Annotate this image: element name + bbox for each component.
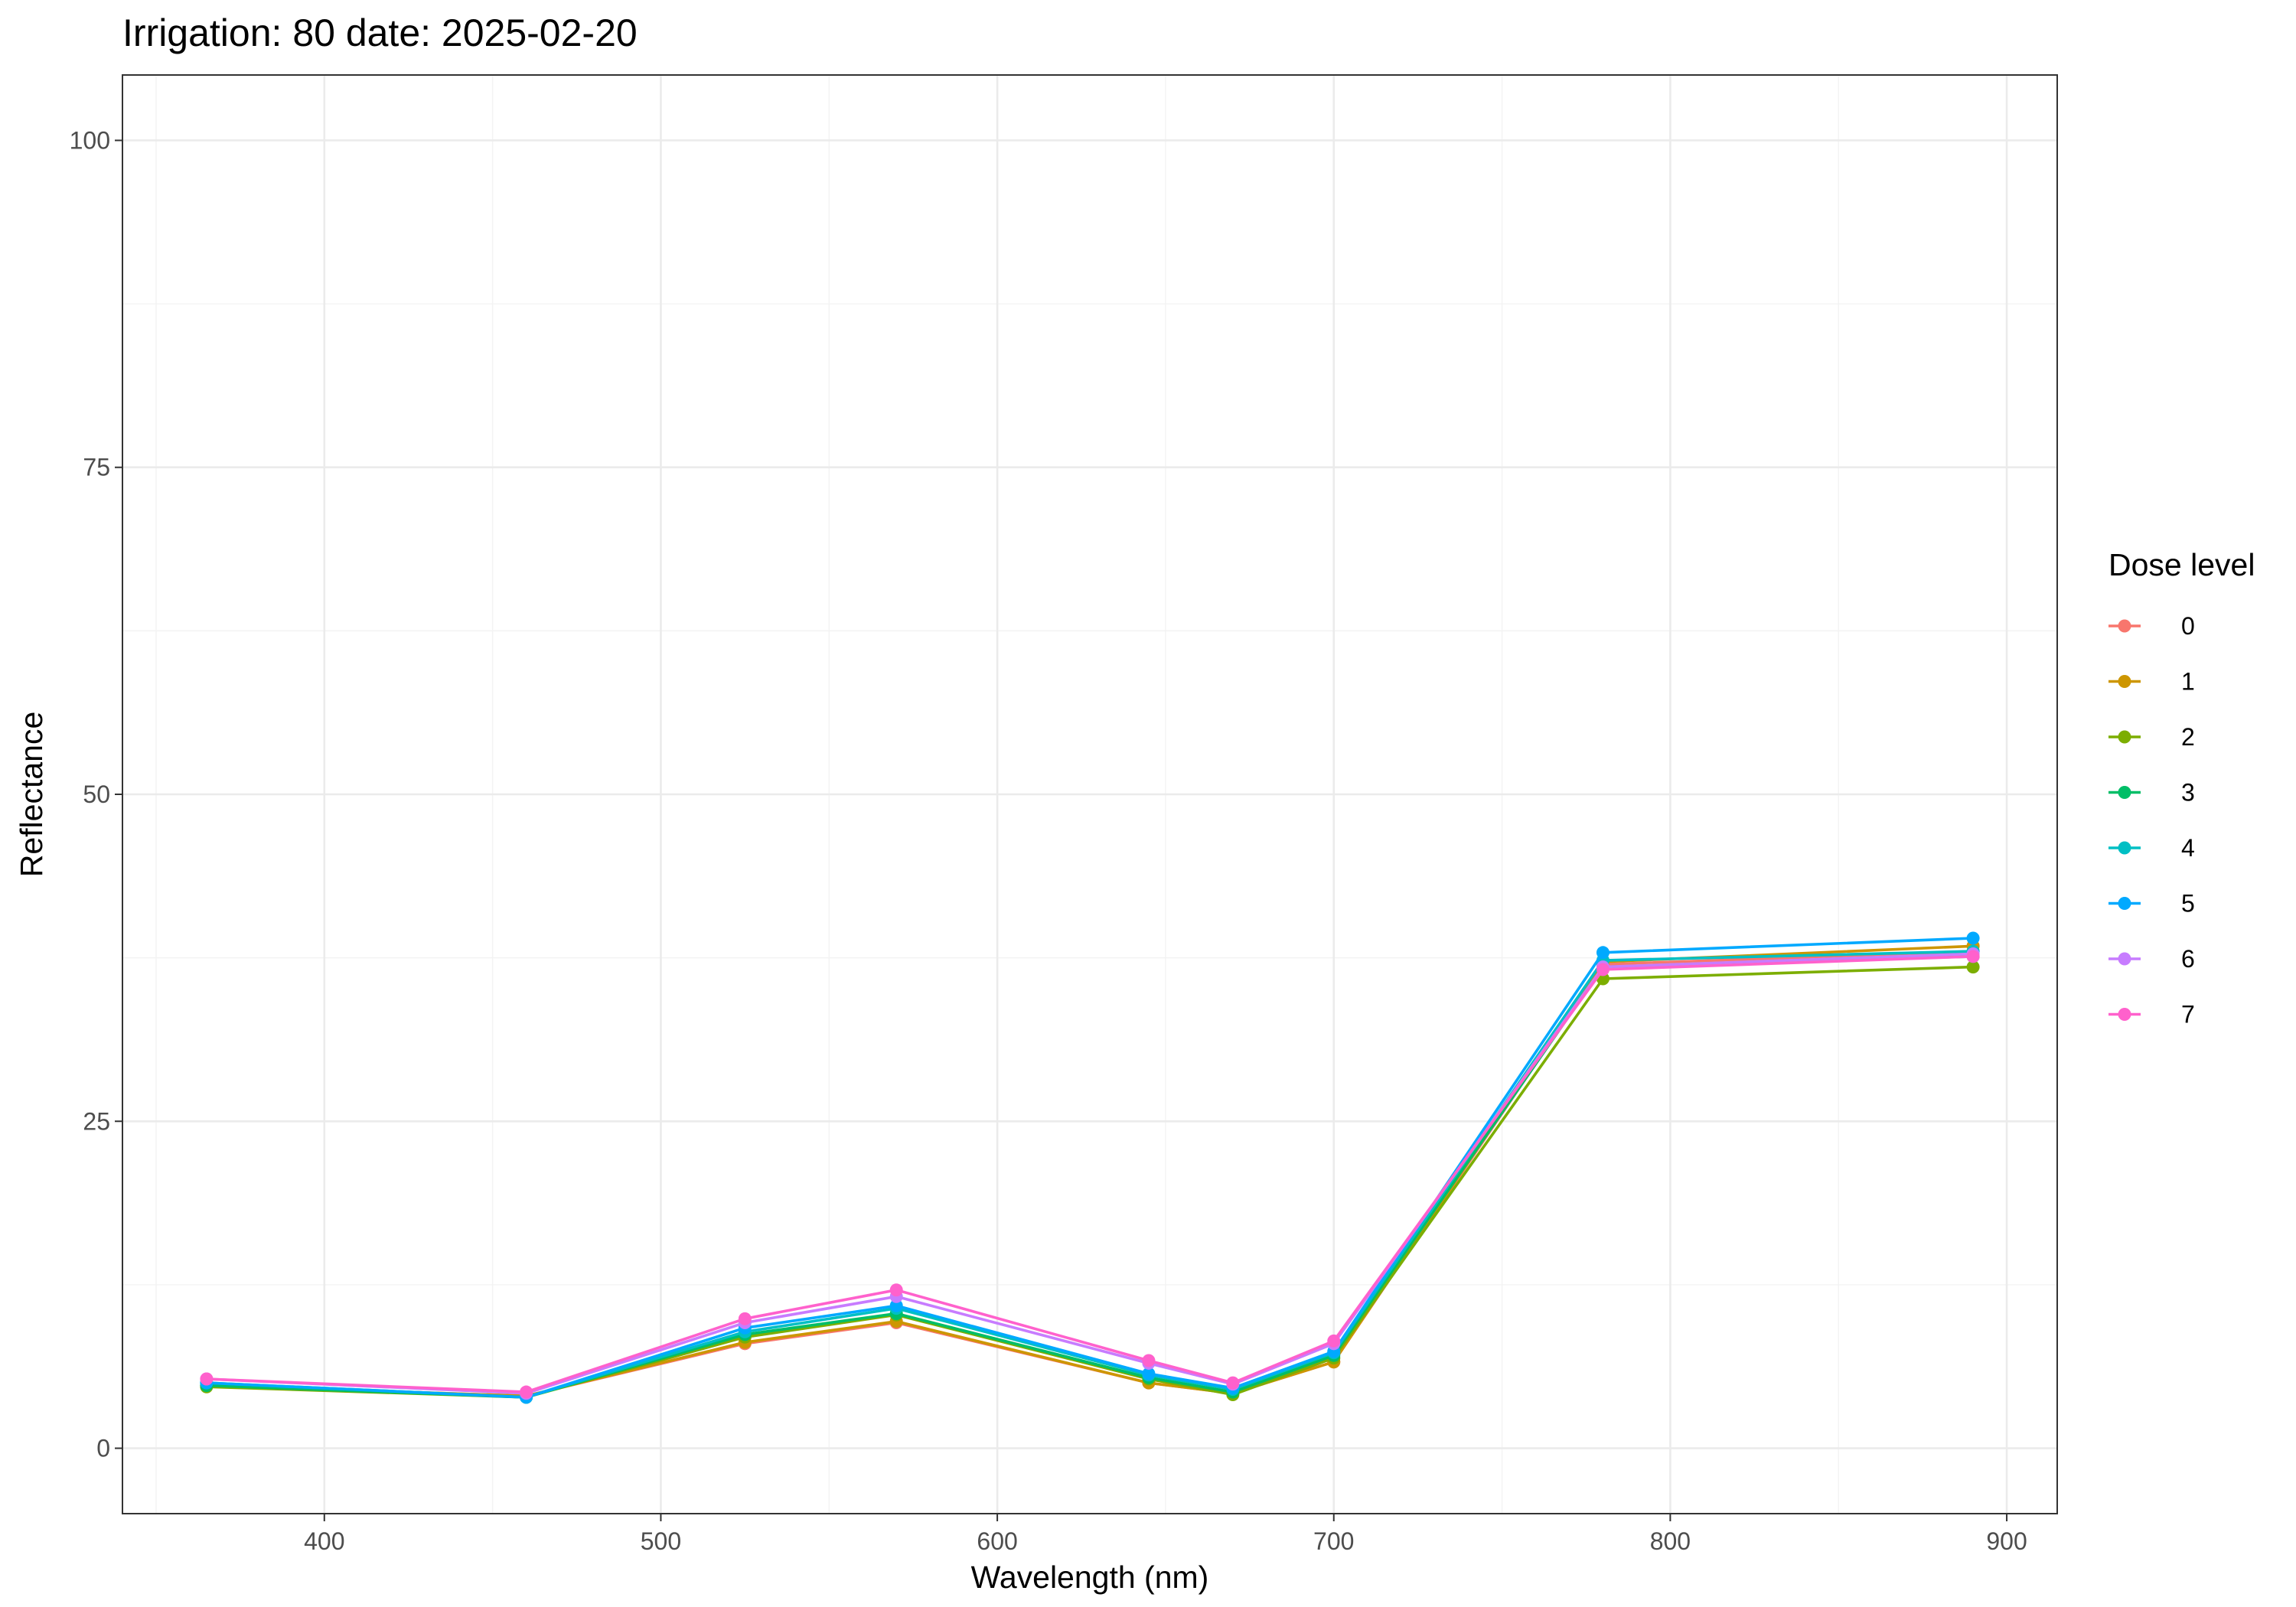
legend-label: 0 [2181, 612, 2195, 640]
x-tick-label: 500 [641, 1527, 681, 1555]
data-point [1966, 950, 1980, 963]
legend-label: 1 [2181, 668, 2195, 696]
data-point [520, 1385, 533, 1399]
data-point [200, 1372, 214, 1386]
legend-title: Dose level [2108, 547, 2255, 582]
legend-label: 2 [2181, 723, 2195, 751]
y-axis-title: Reflectance [14, 712, 49, 878]
data-point [889, 1299, 903, 1312]
x-tick-label: 800 [1650, 1527, 1691, 1555]
series-4 [200, 944, 1980, 1404]
legend-label: 3 [2181, 779, 2195, 807]
series-line [205, 950, 1975, 1399]
series-line [205, 952, 1975, 1395]
data-point [1596, 946, 1609, 960]
chart-title: Irrigation: 80 date: 2025-02-20 [122, 11, 638, 54]
data-point [1226, 1376, 1240, 1390]
legend-point-key [2118, 619, 2131, 633]
series-lines [200, 931, 1980, 1404]
data-point [1966, 931, 1980, 945]
series-6 [200, 947, 1980, 1400]
y-tick-label: 75 [83, 454, 110, 481]
series-line [205, 937, 1975, 1399]
series-line [205, 955, 1975, 1399]
series-5 [200, 931, 1980, 1404]
legend-point-key [2118, 675, 2131, 688]
legend-item: 4 [2108, 834, 2195, 862]
legend-item: 5 [2108, 890, 2195, 918]
x-tick-label: 400 [304, 1527, 344, 1555]
legend-point-key [2118, 786, 2131, 799]
x-tick-label: 600 [977, 1527, 1017, 1555]
series-1 [200, 939, 1980, 1403]
data-point [738, 1312, 752, 1325]
x-tick-label: 900 [1986, 1527, 2027, 1555]
legend-label: 6 [2181, 945, 2195, 973]
legend-label: 4 [2181, 834, 2195, 862]
legend: Dose level 0 1 2 3 4 5 6 7 [2108, 547, 2255, 1028]
series-line [205, 950, 1975, 1397]
y-tick-label: 25 [83, 1107, 110, 1135]
data-point [1142, 1367, 1156, 1380]
legend-items: 0 1 2 3 4 5 6 7 [2108, 612, 2195, 1028]
data-point [1966, 960, 1980, 974]
y-tick-label: 50 [83, 781, 110, 808]
major-gridlines [122, 75, 2057, 1514]
data-point [889, 1283, 903, 1297]
legend-label: 7 [2181, 1001, 2195, 1028]
y-tick-label: 100 [70, 126, 110, 154]
series-line [205, 965, 1975, 1399]
series-0 [200, 944, 1980, 1403]
data-point [1142, 1354, 1156, 1367]
data-point [1327, 1334, 1341, 1348]
series-line [205, 944, 1975, 1397]
data-point [1596, 963, 1609, 976]
legend-item: 2 [2108, 723, 2195, 751]
series-7 [200, 950, 1980, 1399]
series-line [205, 955, 1975, 1393]
series-2 [200, 960, 1980, 1404]
x-axis-title: Wavelength (nm) [971, 1560, 1209, 1595]
legend-label: 5 [2181, 890, 2195, 918]
legend-item: 0 [2108, 612, 2195, 640]
y-tick-label: 0 [96, 1435, 110, 1462]
legend-item: 1 [2108, 668, 2195, 696]
legend-point-key [2118, 897, 2131, 910]
series-3 [200, 950, 1980, 1404]
legend-item: 6 [2108, 945, 2195, 973]
x-tick-label: 700 [1313, 1527, 1354, 1555]
legend-point-key [2118, 1008, 2131, 1021]
legend-item: 7 [2108, 1001, 2195, 1028]
legend-point-key [2118, 952, 2131, 966]
axis-ticks: 400 500 600 700 800 900 0 25 50 75 100 [70, 126, 2027, 1555]
legend-item: 3 [2108, 779, 2195, 807]
legend-point-key [2118, 730, 2131, 744]
legend-point-key [2118, 841, 2131, 855]
